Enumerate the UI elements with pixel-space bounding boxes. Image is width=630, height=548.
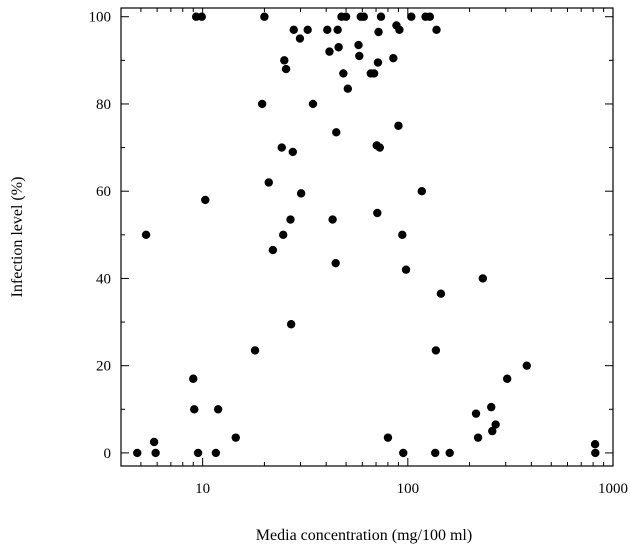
data-points [133, 12, 600, 458]
data-point [398, 230, 407, 240]
data-point [151, 448, 160, 458]
data-point [407, 12, 416, 21]
data-point [473, 433, 483, 442]
data-point [417, 187, 427, 196]
data-point [354, 40, 363, 50]
data-point [487, 402, 496, 412]
x-tick-label: 1000 [598, 481, 628, 497]
data-point [303, 25, 312, 35]
data-point [211, 448, 221, 458]
data-point [401, 265, 411, 274]
data-point [359, 12, 368, 21]
data-point [431, 346, 441, 355]
data-point [383, 433, 393, 442]
data-point [394, 121, 403, 130]
data-point [445, 448, 454, 458]
data-point [213, 405, 223, 414]
data-point [431, 448, 440, 458]
y-tick-label: 20 [96, 359, 111, 375]
data-point [332, 128, 341, 137]
data-point [268, 245, 278, 255]
data-point [488, 426, 497, 436]
data-point [373, 58, 383, 67]
data-point [369, 69, 379, 78]
data-point [328, 215, 337, 224]
data-point [288, 147, 297, 157]
data-point [193, 448, 203, 458]
data-point [331, 258, 340, 268]
data-point [333, 25, 342, 35]
data-point [478, 274, 488, 283]
data-point [334, 43, 343, 52]
data-point [343, 84, 353, 93]
data-point [374, 27, 383, 37]
x-axis: 10 100 1000 [120, 8, 628, 497]
data-point [375, 143, 384, 152]
data-point [308, 99, 318, 109]
y-tick-label: 40 [96, 271, 111, 287]
data-point [376, 12, 386, 21]
data-point [373, 208, 382, 218]
data-point [281, 64, 291, 74]
data-point [149, 437, 159, 447]
data-point [399, 448, 408, 458]
data-point [425, 12, 435, 21]
data-point [436, 289, 446, 298]
data-point [201, 195, 210, 205]
data-point [279, 230, 288, 240]
y-tick-label: 100 [89, 10, 112, 26]
data-point [289, 25, 298, 35]
data-point [133, 448, 142, 458]
data-point [355, 51, 364, 61]
data-point [260, 12, 269, 21]
x-tick-label: 10 [195, 481, 210, 497]
data-point [286, 320, 296, 329]
data-point [280, 56, 289, 65]
data-point [590, 439, 600, 449]
data-point [491, 420, 500, 429]
y-tick-label: 60 [96, 184, 111, 200]
y-axis: 0 20 40 60 80 100 [89, 10, 613, 462]
data-point [296, 189, 306, 198]
data-point [502, 374, 512, 383]
data-point [395, 25, 404, 35]
x-axis-title: Media concentration (mg/100 ml) [256, 527, 472, 544]
plot-frame [120, 7, 614, 467]
data-point [250, 346, 260, 355]
data-point [189, 374, 198, 383]
data-point [323, 25, 332, 35]
data-point [190, 405, 199, 414]
x-tick-label: 100 [397, 481, 420, 497]
y-tick-label: 0 [104, 446, 112, 462]
data-point [325, 47, 334, 56]
data-point [286, 215, 295, 224]
data-point [471, 409, 481, 418]
data-point [295, 34, 305, 43]
data-point [522, 361, 531, 370]
data-point [257, 99, 267, 109]
data-point [389, 53, 398, 63]
data-point [339, 69, 348, 78]
data-point [591, 448, 600, 458]
data-point [432, 25, 441, 35]
data-point [264, 178, 273, 187]
data-point [231, 433, 240, 442]
data-point [277, 143, 286, 152]
data-point [341, 12, 351, 21]
y-axis-title: Infection level (%) [9, 177, 26, 298]
data-point [197, 12, 206, 21]
data-point [141, 230, 151, 240]
y-tick-label: 80 [96, 97, 111, 113]
